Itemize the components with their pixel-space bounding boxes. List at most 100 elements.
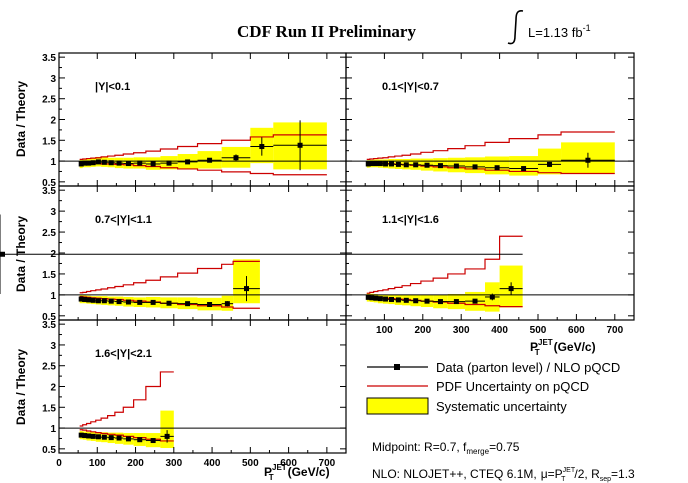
data-point bbox=[95, 434, 101, 440]
ylabel-row-2: Data / Theory bbox=[14, 216, 28, 292]
panel-label: |Y|<0.1 bbox=[95, 81, 130, 93]
x-tick-label: 100 bbox=[376, 325, 393, 336]
nlo-note: NLO: NLOJET++, CTEQ 6.1M, μ=PJET T/2, Rsep… bbox=[372, 467, 635, 483]
data-point bbox=[472, 164, 478, 170]
data-point bbox=[403, 162, 409, 168]
data-point bbox=[207, 302, 213, 308]
data-point bbox=[0, 251, 5, 257]
data-point bbox=[413, 162, 419, 168]
data-point bbox=[395, 161, 401, 167]
panel-1: 0.5 1 1.5 2 2.5 3 3.5 |Y|<0.1 bbox=[42, 52, 347, 189]
pdf-lower-line bbox=[79, 429, 174, 442]
data-point bbox=[90, 160, 96, 166]
x-tick-label: 200 bbox=[414, 325, 431, 336]
ylabel-row-1: Data / Theory bbox=[14, 81, 28, 157]
x-tick-label: 100 bbox=[89, 458, 106, 469]
y-tick-label: 1 bbox=[50, 157, 56, 168]
pdf-upper-line bbox=[79, 260, 260, 294]
data-point bbox=[437, 299, 443, 305]
y-tick-label: 0.5 bbox=[42, 178, 56, 189]
y-tick-label: 2.5 bbox=[42, 95, 56, 106]
y-tick-label: 1 bbox=[50, 291, 56, 302]
x-tick-label: 200 bbox=[127, 458, 144, 469]
data-point bbox=[453, 163, 459, 169]
data-point bbox=[116, 435, 122, 441]
data-point bbox=[383, 161, 389, 167]
midpoint-note: Midpoint: R=0.7, fmerge=0.75 bbox=[372, 440, 520, 456]
y-tick-label: 3.5 bbox=[42, 186, 56, 197]
y-tick-label: 3.5 bbox=[42, 53, 56, 64]
x-tick-label: 600 bbox=[280, 458, 297, 469]
data-point bbox=[90, 433, 96, 439]
data-point bbox=[78, 161, 84, 167]
data-point bbox=[116, 299, 122, 305]
data-point bbox=[547, 161, 553, 167]
panel-4: 100 200 300 400 500 600 700 1.1<|Y|<1.6 bbox=[0, 185, 635, 336]
y-tick-label: 3 bbox=[50, 341, 56, 352]
panel-5: 0.5 1 1.5 2 2.5 3 3.5 100 200 300 400 500 600 700 0 1.6… bbox=[42, 319, 347, 469]
data-point bbox=[413, 298, 419, 304]
y-tick-label: 1.5 bbox=[42, 136, 56, 147]
y-tick-label: 1 bbox=[50, 424, 56, 435]
data-point bbox=[78, 432, 84, 438]
pdf-upper-line bbox=[79, 371, 174, 427]
data-point bbox=[90, 297, 96, 303]
data-point bbox=[383, 296, 389, 302]
panels-layer: 0.5 1 1.5 2 2.5 3 3.5 |Y|<0.1 0.1<|Y|<0.7 0.5 1 1.5… bbox=[0, 52, 635, 469]
x-tick-label: 600 bbox=[568, 325, 585, 336]
data-point bbox=[101, 298, 107, 304]
y-tick-label: 3 bbox=[50, 207, 56, 218]
pdf-upper-line bbox=[366, 235, 523, 294]
ylabel-row-3: Data / Theory bbox=[14, 349, 28, 425]
data-point bbox=[472, 298, 478, 304]
data-point bbox=[233, 155, 239, 161]
panel-label: 0.1<|Y|<0.7 bbox=[382, 81, 439, 93]
legend-sys-box bbox=[366, 397, 429, 415]
data-point bbox=[86, 433, 92, 439]
lumi-exponent: -1 bbox=[583, 23, 591, 33]
panel-label: 0.7<|Y|<1.1 bbox=[95, 214, 152, 226]
data-point bbox=[494, 165, 500, 171]
data-point bbox=[369, 161, 375, 167]
legend-label-data: Data (parton level) / NLO pQCD bbox=[436, 360, 620, 375]
data-point bbox=[389, 296, 395, 302]
y-tick-label: 2 bbox=[50, 383, 56, 394]
data-point bbox=[453, 299, 459, 305]
data-point bbox=[207, 157, 213, 163]
y-tick-label: 2 bbox=[50, 116, 56, 127]
data-point bbox=[101, 434, 107, 440]
data-point bbox=[82, 296, 88, 302]
y-tick-label: 2.5 bbox=[42, 228, 56, 239]
data-point bbox=[137, 160, 143, 166]
figure-title: CDF Run II Preliminary bbox=[237, 22, 416, 41]
panel-label: 1.6<|Y|<2.1 bbox=[95, 348, 152, 360]
data-point bbox=[125, 299, 131, 305]
y-tick-label: 2.5 bbox=[42, 362, 56, 373]
data-point bbox=[137, 437, 143, 443]
data-point bbox=[82, 160, 88, 166]
data-point bbox=[585, 157, 591, 163]
data-point bbox=[521, 166, 527, 172]
sys-box bbox=[160, 410, 174, 449]
data-point bbox=[78, 296, 84, 302]
x-tick-label: 400 bbox=[204, 458, 221, 469]
pdf-upper-line bbox=[79, 134, 327, 160]
x-tick-label: 700 bbox=[319, 458, 336, 469]
data-point bbox=[377, 296, 383, 302]
data-point bbox=[125, 161, 131, 167]
x-tick-label: 0 bbox=[56, 458, 62, 469]
data-point bbox=[82, 433, 88, 439]
data-point bbox=[185, 301, 191, 307]
data-point bbox=[365, 161, 371, 167]
legend: Data (parton level) / NLO pQCD PDF Uncer… bbox=[366, 360, 620, 415]
y-tick-label: 0.5 bbox=[42, 445, 56, 456]
data-point bbox=[166, 300, 172, 306]
xlabel-right: PJET T (GeV/c) bbox=[530, 338, 596, 357]
data-point bbox=[369, 295, 375, 301]
data-point bbox=[365, 294, 371, 300]
y-tick-label: 3 bbox=[50, 74, 56, 85]
data-point bbox=[489, 294, 495, 300]
data-point bbox=[244, 286, 250, 292]
sys-box bbox=[509, 156, 538, 176]
